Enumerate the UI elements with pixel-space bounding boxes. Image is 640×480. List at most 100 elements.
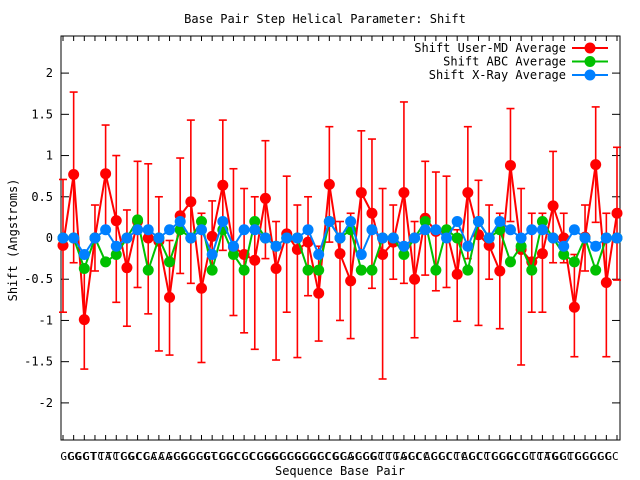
x-tick-label: CA (151, 450, 165, 463)
chart-title: Base Pair Step Helical Parameter: Shift (184, 12, 466, 26)
x-tick-label: GC (409, 450, 422, 463)
data-point (334, 248, 346, 260)
y-tick-label: -2 (39, 396, 53, 410)
x-tick-label: GG (219, 450, 232, 463)
data-point (377, 232, 389, 244)
data-point (249, 224, 261, 236)
data-point (164, 291, 176, 303)
data-point (590, 264, 602, 276)
data-point (536, 216, 548, 228)
data-point (68, 232, 80, 244)
data-point (110, 215, 122, 227)
data-point (462, 264, 474, 276)
x-tick-label: GC (439, 450, 452, 463)
x-tick-label: GC (469, 450, 482, 463)
data-point (259, 192, 271, 204)
x-tick-label: CC (136, 450, 149, 463)
data-point (611, 207, 623, 219)
x-tick-label: GA (144, 450, 158, 463)
data-point (590, 159, 602, 171)
x-tick-label: GC (371, 450, 384, 463)
data-point (451, 216, 463, 228)
data-point (185, 232, 197, 244)
data-point (206, 248, 218, 260)
x-tick-label: CC (515, 450, 528, 463)
data-point (110, 240, 122, 252)
x-tick-label: GC (181, 450, 194, 463)
x-tick-label: GC (242, 450, 255, 463)
data-point (196, 282, 207, 294)
data-point (451, 232, 463, 244)
data-point (526, 224, 538, 236)
x-tick-label: GG (68, 450, 81, 463)
data-point (206, 230, 218, 242)
y-tick-label: -0.5 (24, 272, 53, 286)
x-tick-label: TC (530, 450, 543, 463)
x-tick-label: GC (318, 450, 331, 463)
x-tick-label: TG (386, 450, 399, 463)
data-point (526, 264, 538, 276)
data-point (174, 216, 186, 228)
data-point (366, 224, 378, 236)
x-tick-label: GC (295, 450, 308, 463)
data-point (355, 248, 367, 260)
x-tick-label: GC (166, 450, 179, 463)
x-tick-label: GC (560, 450, 573, 463)
data-point (302, 224, 314, 236)
data-point (409, 273, 421, 285)
data-point (323, 216, 335, 228)
x-axis-label: Sequence Base Pair (275, 464, 405, 478)
data-point (377, 248, 389, 260)
data-point (259, 232, 271, 244)
data-point (611, 232, 623, 244)
data-point (547, 200, 559, 212)
data-point (100, 168, 112, 180)
data-point (302, 236, 314, 248)
x-tick-label: GC (431, 450, 444, 463)
data-point (249, 216, 261, 228)
x-tick-label: GA (340, 450, 354, 463)
x-tick-label: GG (499, 450, 512, 463)
x-tick-label: GG (197, 450, 210, 463)
x-tick-label: GG (257, 450, 270, 463)
x-tick-label: TC (378, 450, 391, 463)
data-point (398, 240, 410, 252)
data-point (398, 187, 410, 199)
data-point (164, 224, 176, 236)
data-point (323, 178, 335, 190)
x-tick-label: TC (91, 450, 104, 463)
x-tick-label: GC (310, 450, 323, 463)
data-point (142, 264, 154, 276)
x-tick-label: GC (356, 450, 369, 463)
legend-label: Shift ABC Average (443, 55, 566, 69)
data-point (313, 248, 325, 260)
legend-marker (584, 56, 596, 67)
data-point (547, 232, 559, 244)
x-tick-label: TA (393, 450, 407, 463)
x-tick-label: GG (174, 450, 187, 463)
data-point (164, 256, 176, 268)
x-tick-label: GC (507, 450, 520, 463)
x-tick-label: GG (121, 450, 134, 463)
data-point (121, 232, 133, 244)
y-tick-label: 0 (46, 231, 53, 245)
data-point (206, 264, 218, 276)
data-point (334, 232, 346, 244)
data-point (419, 216, 431, 228)
x-tick-label: GC (598, 450, 611, 463)
x-tick-label: GC (575, 450, 588, 463)
data-point (494, 216, 506, 228)
data-point (441, 232, 453, 244)
y-tick-label: 2 (46, 66, 53, 80)
x-tick-label: GC (189, 450, 202, 463)
data-point (78, 248, 90, 260)
data-point (100, 224, 112, 236)
data-point (142, 232, 154, 244)
data-point (600, 277, 612, 289)
y-tick-label: -1 (39, 313, 53, 327)
data-point (313, 264, 325, 276)
data-point (78, 314, 90, 326)
